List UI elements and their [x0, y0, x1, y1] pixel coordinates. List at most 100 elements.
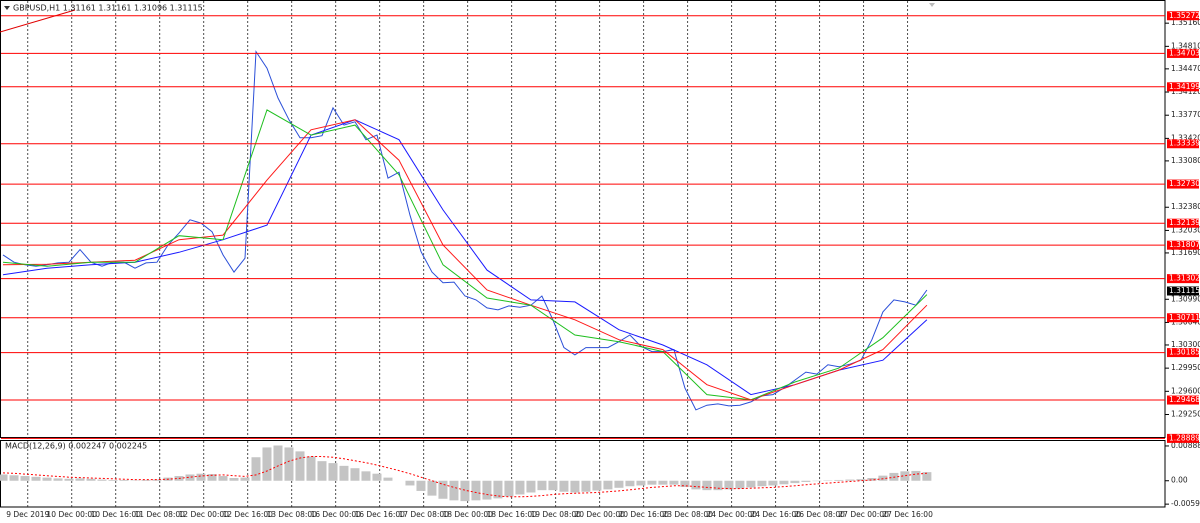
- macd-bar: [636, 480, 646, 486]
- macd-bar: [416, 480, 426, 491]
- level-label-box: [1167, 395, 1199, 405]
- y-tick-label: 0.00888: [1171, 441, 1200, 450]
- level-label: 1.34703: [1169, 48, 1200, 57]
- macd-bar: [372, 473, 382, 481]
- macd-bar: [900, 471, 910, 481]
- macd-bar: [64, 478, 74, 481]
- level-label-box: [1167, 218, 1199, 228]
- x-tick-label: 10 Dec 00:00: [47, 510, 98, 519]
- level-label: 1.28889: [1169, 433, 1200, 442]
- y-tick-label: 1.34470: [1171, 64, 1200, 73]
- x-tick-label: 12 Dec 00:00: [179, 510, 230, 519]
- macd-bar: [911, 470, 921, 481]
- last-price-label: 1.31115: [1169, 286, 1200, 295]
- macd-bar: [20, 476, 30, 481]
- macd-bar: [317, 461, 327, 481]
- macd-bar: [548, 480, 558, 491]
- macd-bar: [845, 479, 855, 481]
- macd-bar: [790, 480, 800, 484]
- last-price-box: [1167, 286, 1199, 296]
- y-tick-label: 1.33080: [1171, 156, 1200, 165]
- macd-bar: [647, 480, 657, 485]
- x-tick-label: 16 Dec 00:00: [310, 510, 361, 519]
- macd-bar: [581, 480, 591, 492]
- macd-bar: [680, 480, 690, 488]
- y-tick-label: 1.35160: [1171, 18, 1200, 27]
- menu-arrow: [4, 6, 10, 10]
- x-tick-label: 27 Dec 16:00: [882, 510, 933, 519]
- x-tick-label: 27 Dec 00:00: [838, 510, 889, 519]
- macd-bar: [438, 480, 448, 499]
- macd-bar: [702, 480, 712, 491]
- y-tick-label: 1.29250: [1171, 409, 1200, 418]
- level-label-box: [1167, 240, 1199, 250]
- macd-bar: [801, 480, 811, 482]
- x-tick-label: 16 Dec 16:00: [354, 510, 405, 519]
- x-tick-label: 24 Dec 00:00: [706, 510, 757, 519]
- macd-bar: [251, 457, 261, 481]
- x-tick-label: 26 Dec 08:00: [794, 510, 845, 519]
- price-line: [2, 50, 928, 411]
- macd-bar: [108, 479, 118, 481]
- x-tick-label: 9 Dec 2019: [6, 510, 49, 519]
- macd-bar: [658, 480, 668, 485]
- y-tick-label: 1.29600: [1171, 386, 1200, 395]
- y-tick-label: 1.29950: [1171, 363, 1200, 372]
- x-tick-label: 23 Dec 08:00: [662, 510, 713, 519]
- level-label-box: [1167, 433, 1199, 443]
- shift-marker: [929, 3, 935, 7]
- x-tick-label: 17 Dec 08:00: [398, 510, 449, 519]
- macd-bar: [350, 468, 360, 481]
- moving-average: [2, 119, 928, 401]
- y-tick-label: 1.34810: [1171, 41, 1200, 50]
- macd-bar: [592, 480, 602, 491]
- x-tick-label: 13 Dec 08:00: [267, 510, 318, 519]
- macd-bar: [207, 474, 217, 481]
- level-label: 1.34199: [1169, 82, 1200, 91]
- y-tick-label: 1.33420: [1171, 133, 1200, 142]
- y-tick-label: -0.005969: [1171, 499, 1200, 508]
- macd-bar: [537, 480, 547, 491]
- level-label: 1.32139: [1169, 218, 1200, 227]
- x-tick-label: 12 Dec 16:00: [223, 510, 274, 519]
- x-tick-label: 19 Dec 08:00: [530, 510, 581, 519]
- level-label-box: [1167, 48, 1199, 58]
- macd-bar: [493, 480, 503, 499]
- macd-bar: [339, 465, 349, 481]
- macd-bar: [0, 474, 8, 481]
- y-tick-label: 1.33770: [1171, 110, 1200, 119]
- x-tick-label: 20 Dec 16:00: [618, 510, 669, 519]
- macd-bar: [625, 480, 635, 487]
- trend-line: [0, 9, 76, 33]
- macd-bar: [427, 480, 437, 496]
- macd-bar: [922, 472, 932, 481]
- x-tick-label: 10 Dec 16:00: [91, 510, 142, 519]
- level-label-box: [1167, 179, 1199, 189]
- macd-bar: [878, 475, 888, 481]
- macd-bar: [779, 480, 789, 485]
- macd-bar: [724, 480, 734, 490]
- level-label: 1.30711: [1169, 313, 1200, 322]
- macd-bar: [31, 476, 41, 481]
- macd-bar: [383, 477, 393, 481]
- y-tick-label: 1.30300: [1171, 340, 1200, 349]
- macd-bar: [152, 479, 162, 481]
- macd-bar: [834, 479, 844, 481]
- macd-bar: [295, 451, 305, 481]
- level-label-box: [1167, 274, 1199, 284]
- macd-bar: [526, 480, 536, 493]
- level-label: 1.35272: [1169, 11, 1200, 20]
- macd-bar: [856, 479, 866, 481]
- macd-bar: [262, 447, 272, 481]
- level-label-box: [1167, 82, 1199, 92]
- macd-bar: [405, 480, 415, 486]
- macd-bar: [559, 480, 569, 492]
- macd-bar: [361, 471, 371, 481]
- macd-bar: [515, 480, 525, 495]
- level-label-box: [1167, 11, 1199, 21]
- macd-bar: [867, 478, 877, 481]
- macd-bar: [42, 477, 52, 481]
- macd-bar: [460, 480, 470, 502]
- macd-bar: [53, 478, 63, 481]
